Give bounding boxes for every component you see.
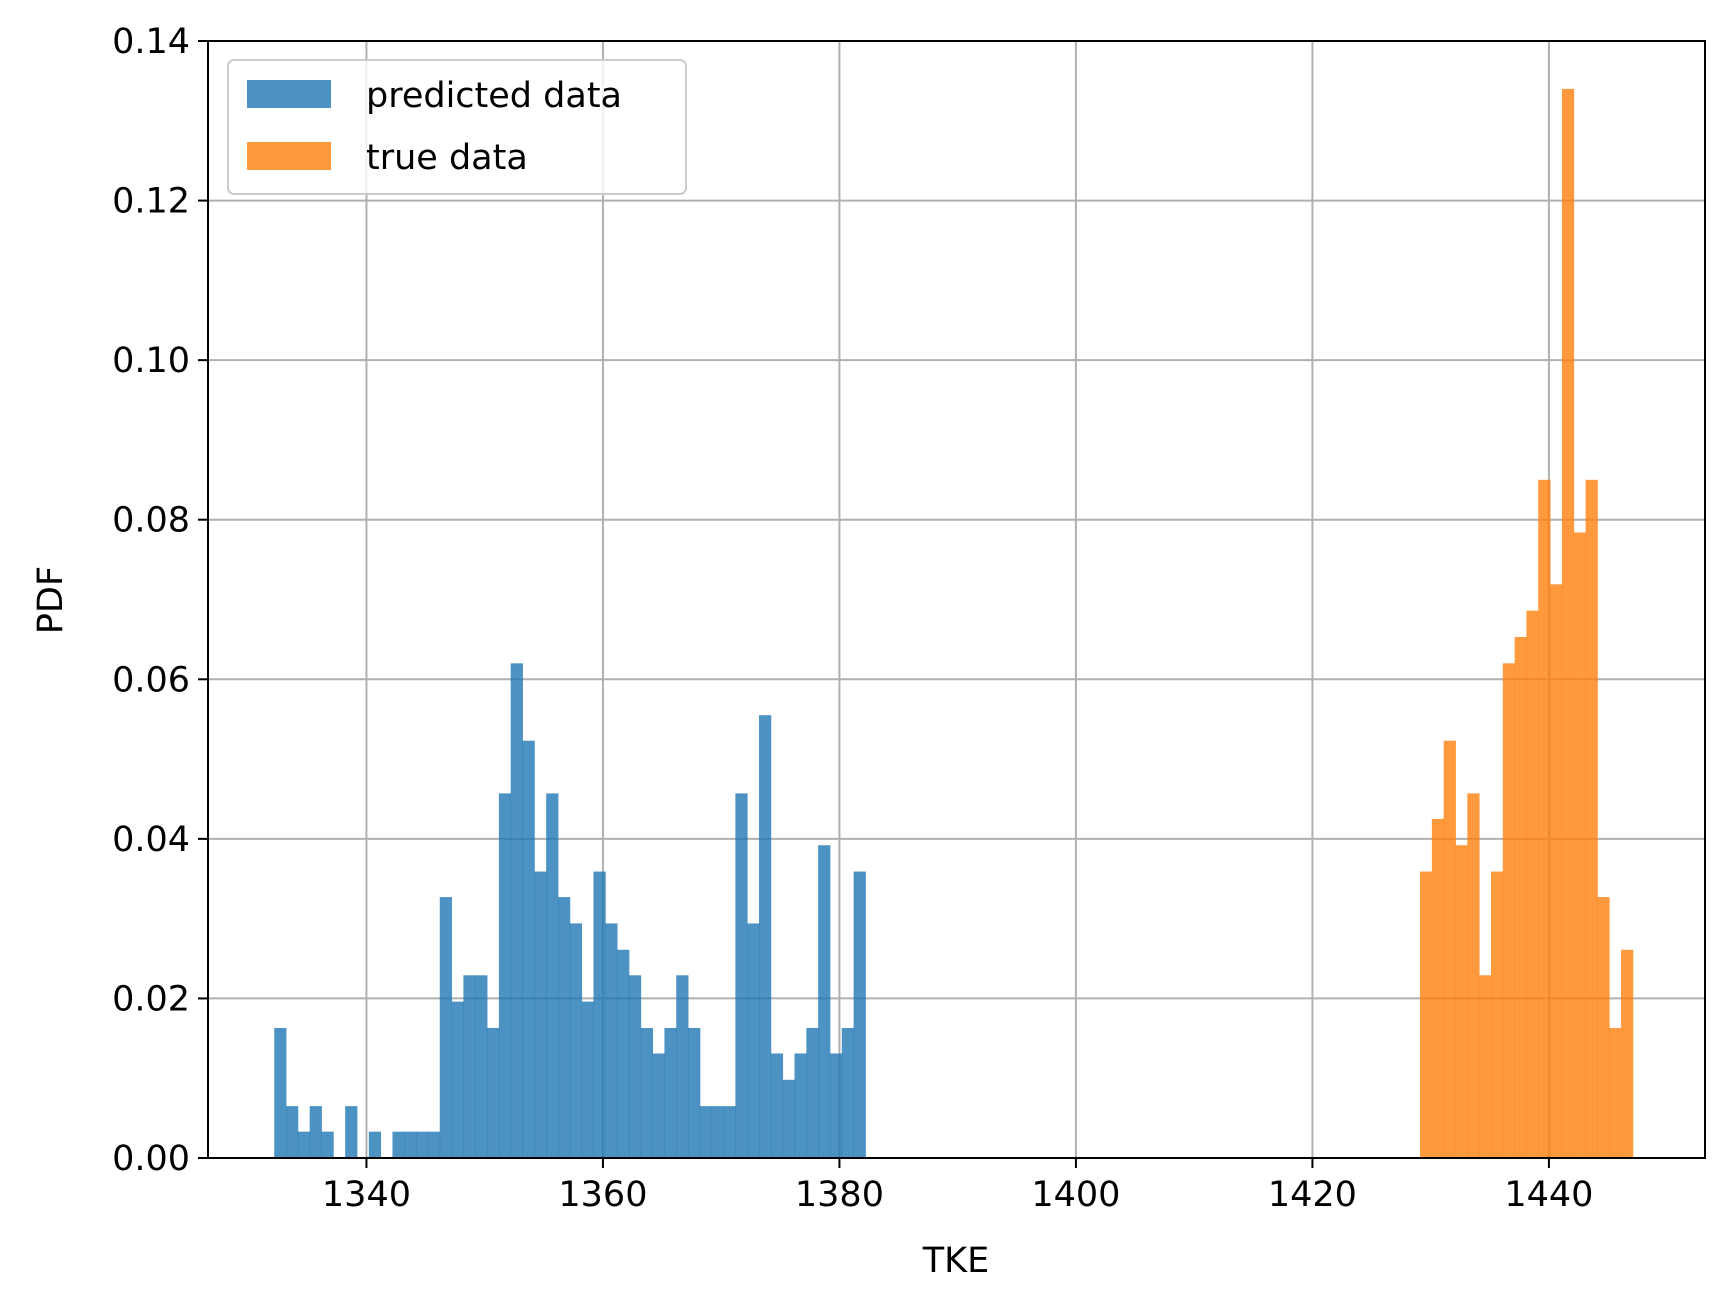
x-tick-label: 1380 (795, 1175, 884, 1215)
bar-predicted-data (522, 740, 535, 1158)
bar-predicted-data (782, 1079, 795, 1158)
bar-predicted-data (286, 1106, 299, 1158)
bar-predicted-data (628, 975, 642, 1158)
x-tick-label: 1360 (558, 1175, 647, 1215)
bar-true-data (1479, 975, 1492, 1158)
bar-predicted-data (392, 1131, 405, 1158)
y-tick-label: 0.12 (112, 182, 190, 222)
legend-swatch-predicted (247, 80, 331, 108)
tick-labels: 1340 1360 1380 1400 1420 1440 0.00 0.02 0.04 0.06… (112, 22, 1593, 1215)
bar-predicted-data (711, 1106, 724, 1158)
bar-true-data (1420, 871, 1433, 1158)
bar-predicted-data (770, 1053, 784, 1158)
bar-true-data (1514, 636, 1527, 1158)
bar-true-data (1561, 88, 1575, 1158)
bar-true-data (1526, 610, 1539, 1158)
bar-predicted-data (297, 1131, 311, 1158)
y-tick-label: 0.04 (112, 820, 190, 860)
bar-predicted-data (735, 793, 748, 1158)
bar-predicted-data (581, 1001, 594, 1158)
bar-predicted-data (652, 1053, 665, 1158)
bar-predicted-data (593, 871, 606, 1158)
axes-frame (207, 40, 1706, 1159)
bar-predicted-data (475, 975, 488, 1158)
bar-predicted-data (699, 1106, 713, 1158)
bar-true-data (1621, 949, 1634, 1158)
bar-predicted-data (345, 1106, 358, 1158)
y-tick-label: 0.02 (112, 979, 190, 1019)
bar-true-data (1585, 479, 1598, 1159)
y-tick-label: 0.08 (112, 501, 190, 541)
bar-predicted-data (546, 793, 559, 1158)
bar-predicted-data (534, 871, 547, 1158)
bar-predicted-data (569, 923, 583, 1158)
bar-predicted-data (841, 1027, 855, 1158)
bar-predicted-data (676, 975, 689, 1158)
bar-predicted-data (416, 1131, 429, 1158)
bar-predicted-data (274, 1027, 287, 1158)
bar-predicted-data (818, 845, 831, 1158)
bar-predicted-data (640, 1027, 654, 1158)
bar-predicted-data (853, 871, 866, 1158)
y-tick-label: 0.14 (112, 22, 190, 62)
y-tick-label: 0.10 (112, 341, 190, 381)
bar-predicted-data (439, 897, 452, 1158)
x-tick-label: 1400 (1031, 1175, 1120, 1215)
bar-predicted-data (404, 1131, 417, 1158)
bar-predicted-data (759, 715, 772, 1158)
bar-true-data (1431, 818, 1445, 1158)
bar-predicted-data (309, 1106, 322, 1158)
bar-predicted-data (605, 923, 618, 1158)
bar-true-data (1550, 584, 1563, 1158)
legend-label-true: true data (366, 138, 528, 178)
legend-swatch-true (247, 142, 331, 170)
bar-true-data (1467, 793, 1480, 1158)
bar-predicted-data (510, 663, 523, 1158)
bar-true-data (1597, 897, 1610, 1158)
bar-predicted-data (487, 1027, 500, 1158)
histogram-bars (274, 88, 1634, 1159)
x-tick-label: 1440 (1504, 1175, 1593, 1215)
bar-predicted-data (806, 1027, 819, 1158)
bar-true-data (1443, 740, 1456, 1158)
x-tick-label: 1420 (1268, 1175, 1357, 1215)
legend: predicted data true data (227, 59, 687, 195)
bar-predicted-data (794, 1053, 807, 1158)
bar-predicted-data (498, 793, 512, 1158)
y-tick-label: 0.06 (112, 660, 190, 700)
bar-predicted-data (688, 1027, 701, 1158)
bar-true-data (1502, 663, 1516, 1158)
bar-predicted-data (664, 1027, 677, 1158)
y-axis-label: PDF (31, 566, 71, 634)
x-axis-label: TKE (922, 1241, 989, 1281)
bar-predicted-data (723, 1106, 736, 1158)
bar-true-data (1573, 532, 1586, 1158)
x-tick-label: 1340 (322, 1175, 411, 1215)
bar-predicted-data (558, 897, 571, 1158)
bar-true-data (1538, 479, 1551, 1159)
bar-predicted-data (747, 923, 760, 1158)
bar-predicted-data (463, 975, 476, 1158)
bar-predicted-data (427, 1131, 441, 1158)
bar-predicted-data (451, 1001, 464, 1158)
bar-true-data (1490, 871, 1504, 1158)
bar-predicted-data (829, 1053, 843, 1158)
bar-predicted-data (617, 949, 630, 1158)
bar-predicted-data (368, 1131, 382, 1158)
legend-label-predicted: predicted data (366, 76, 622, 116)
axes (198, 40, 1706, 1168)
bar-true-data (1455, 845, 1468, 1158)
bar-true-data (1609, 1027, 1622, 1158)
y-tick-label: 0.00 (112, 1139, 190, 1179)
legend-frame (227, 59, 687, 195)
bar-predicted-data (321, 1131, 334, 1158)
